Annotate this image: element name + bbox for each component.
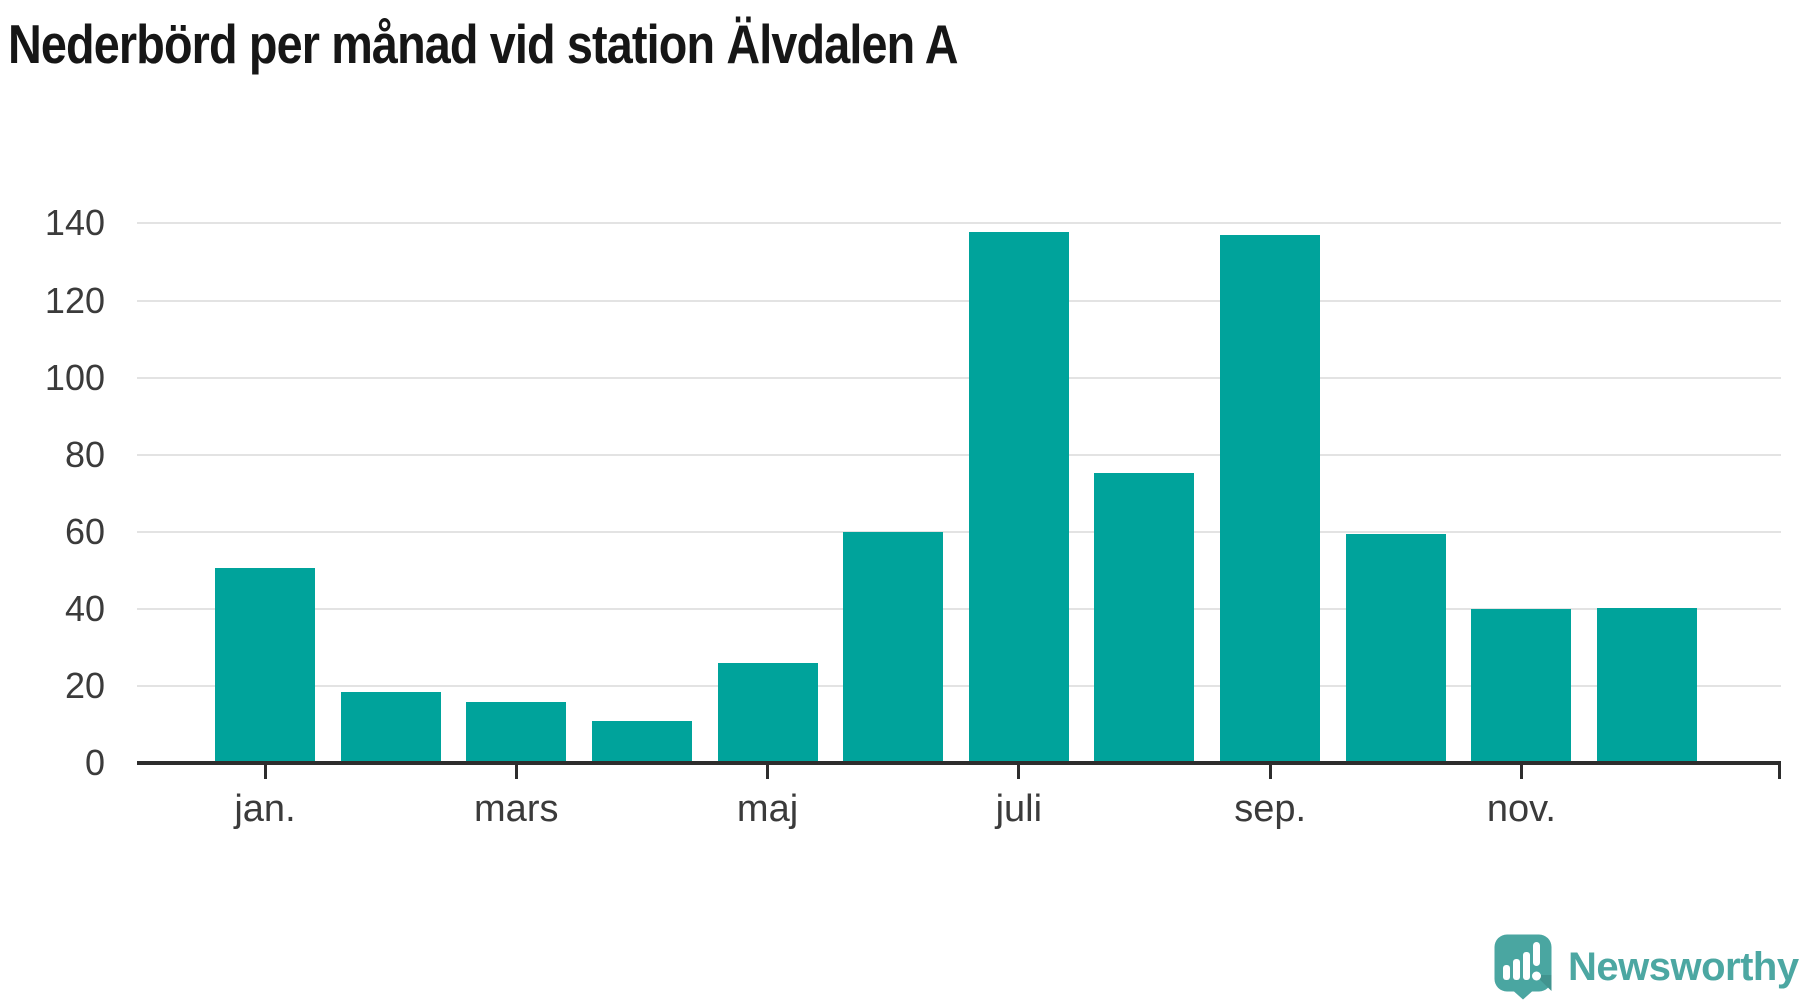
x-axis-tick	[766, 765, 770, 779]
x-axis-line	[137, 761, 1781, 765]
y-axis-tick-label: 140	[44, 202, 105, 244]
bar-month-7	[968, 231, 1069, 763]
bar-month-1	[215, 568, 315, 763]
bar-month-12	[1597, 608, 1698, 763]
gridline-y-100	[137, 376, 1781, 379]
gridline-y-40	[137, 607, 1781, 610]
x-axis-tick	[514, 765, 518, 779]
y-axis-tick-label: 120	[44, 279, 105, 321]
x-axis-tick	[1017, 765, 1021, 779]
y-axis-tick-label: 80	[64, 433, 105, 475]
gridline-y-60	[137, 530, 1781, 533]
newsworthy-logo: Newsworthy	[1494, 934, 1799, 1000]
newsworthy-wordmark: Newsworthy	[1568, 944, 1799, 989]
bar-month-2	[340, 692, 441, 763]
bar-month-5	[717, 663, 818, 763]
y-axis-tick-label: 100	[44, 356, 105, 398]
x-axis-tick-label: jan.	[234, 788, 296, 830]
gridline-y-20	[137, 684, 1781, 687]
x-axis-tick-label: nov.	[1486, 788, 1556, 830]
y-axis-tick-label: 20	[64, 664, 105, 706]
x-axis-tick-label: sep.	[1234, 788, 1307, 830]
x-axis-tick	[1268, 765, 1272, 779]
bar-month-9	[1220, 235, 1321, 763]
gridline-y-80	[137, 453, 1781, 456]
newsworthy-icon	[1494, 934, 1552, 1000]
y-axis-tick-label: 40	[64, 587, 105, 629]
x-axis-tick	[1519, 765, 1523, 779]
x-axis-tick	[263, 765, 267, 779]
bar-month-3	[466, 702, 567, 763]
bar-month-8	[1094, 473, 1195, 763]
bar-month-4	[591, 720, 692, 763]
y-axis-tick-label: 60	[64, 510, 105, 552]
x-axis-tick-label: juli	[995, 788, 1043, 830]
bar-month-10	[1345, 534, 1446, 763]
chart-title: Nederbörd per månad vid station Älvdalen…	[8, 13, 959, 75]
y-axis-tick-label: 0	[84, 742, 105, 783]
x-axis-tick-label: mars	[474, 788, 559, 830]
bar-month-6	[843, 531, 944, 763]
x-axis-tick-label: maj	[736, 788, 799, 830]
bar-month-11	[1471, 609, 1572, 763]
x-axis-end-tick	[1778, 761, 1781, 779]
gridline-y-120	[137, 299, 1781, 302]
gridline-y-140	[137, 222, 1781, 225]
